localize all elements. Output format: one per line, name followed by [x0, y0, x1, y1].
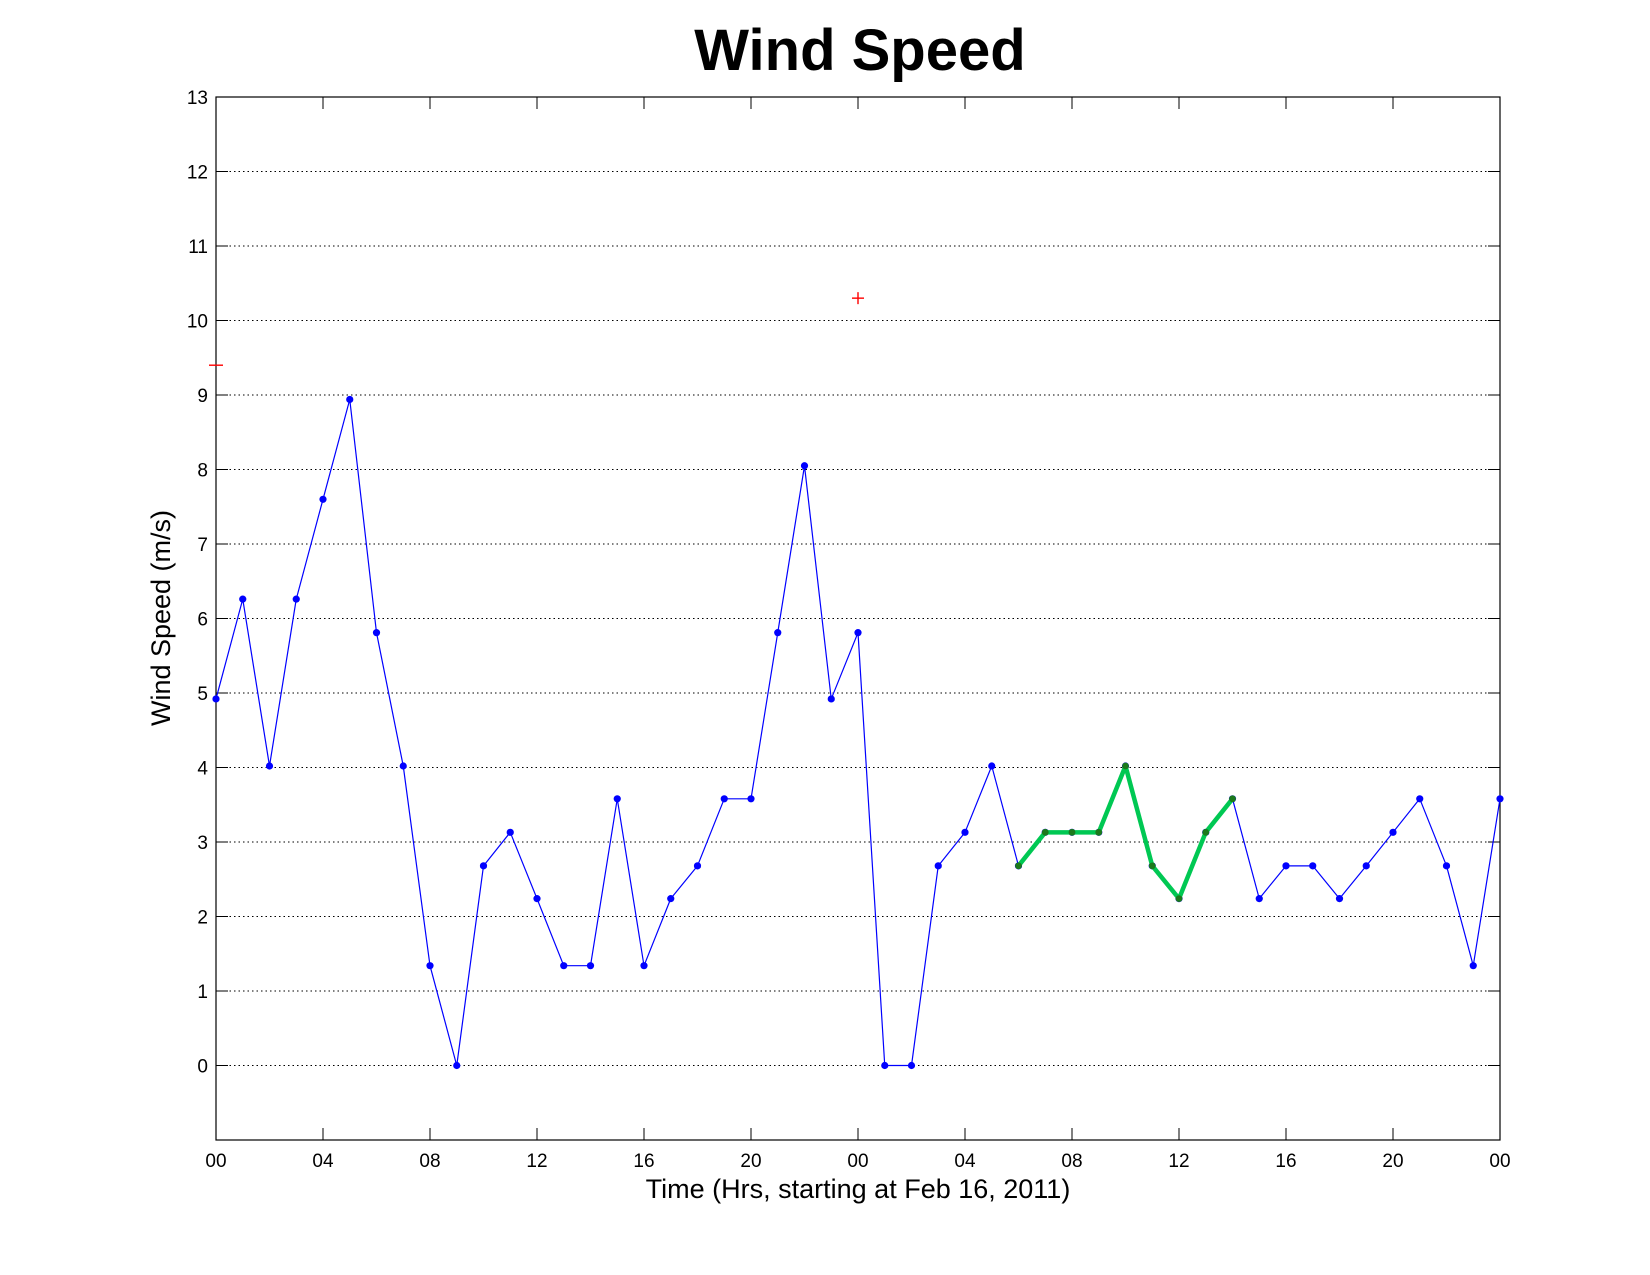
series-1-point [239, 595, 247, 603]
x-tick-label: 04 [312, 1151, 334, 1172]
series-2-point [1122, 762, 1129, 770]
y-tick-label: 12 [187, 163, 208, 184]
x-tick-label: 00 [847, 1151, 868, 1172]
series-2-point [1148, 862, 1156, 870]
series-1-point [907, 1061, 916, 1070]
series-layer [212, 395, 1504, 1070]
series-2-point [1041, 828, 1049, 836]
series-2-point [1068, 828, 1076, 836]
series-1-point [560, 962, 568, 970]
x-axis-label: Time (Hrs, starting at Feb 16, 2011) [646, 1174, 1071, 1204]
plot-frame [215, 96, 1501, 1141]
plot-area [216, 97, 1500, 1140]
series-2-point [1175, 895, 1183, 903]
series-1-point [212, 695, 220, 703]
series-1-point [319, 495, 327, 503]
series-1-point [479, 862, 488, 870]
y-tick-label: 9 [197, 386, 208, 407]
y-tick-label: 13 [187, 88, 208, 109]
series-1-point [827, 695, 835, 703]
series-1-point [1469, 962, 1477, 970]
series-1-point [1389, 828, 1397, 836]
series-1-point [346, 395, 354, 404]
y-tick-label: 10 [187, 312, 208, 333]
series-1-point [961, 828, 969, 836]
series-1-point [1442, 862, 1451, 870]
series-1-point [720, 795, 728, 803]
series-1-point [1416, 795, 1424, 803]
y-tick-label: 1 [197, 982, 208, 1003]
y-tick-label: 5 [197, 684, 208, 705]
series-2-point [1015, 862, 1022, 870]
series-1-point [881, 1061, 889, 1070]
x-tick-label: 00 [1489, 1151, 1510, 1172]
series-1-point [426, 962, 434, 970]
y-tick-label: 6 [197, 610, 208, 631]
series-1-point [533, 895, 541, 903]
series-1-point [774, 629, 782, 637]
series-1-point [667, 895, 675, 903]
x-tick-label: 08 [1061, 1151, 1082, 1172]
series-1-point [453, 1061, 461, 1070]
x-tick-label: 04 [954, 1151, 976, 1172]
y-tick-label: 4 [197, 759, 208, 780]
x-tick-label: 12 [526, 1151, 547, 1172]
y-axis-label: Wind Speed (m/s) [146, 510, 176, 726]
series-1-point [747, 795, 755, 803]
series-1-point [1255, 895, 1263, 903]
series-1-point [640, 962, 648, 970]
x-tick-label: 16 [1275, 1151, 1296, 1172]
series-2-point [1202, 828, 1210, 836]
series-1-point [372, 629, 381, 637]
series-1-point [1496, 795, 1504, 803]
y-tick-label: 11 [188, 237, 208, 258]
x-tick-label: 20 [1382, 1151, 1403, 1172]
y-tick-label: 2 [197, 908, 208, 929]
series-1-point [693, 862, 702, 870]
series-1-point [399, 762, 407, 770]
x-tick-label: 00 [205, 1151, 226, 1172]
series-1-point [988, 762, 996, 770]
annotation-layer [209, 292, 864, 366]
series-1-point [854, 629, 862, 637]
series-1-point [1362, 862, 1370, 870]
series-1-point [613, 795, 621, 803]
series-1-point [1335, 895, 1344, 903]
y-tick-label: 7 [197, 535, 208, 556]
series-1-point [934, 862, 942, 870]
y-tick-label: 8 [197, 461, 208, 482]
series-1-point [1309, 862, 1317, 870]
series-1-point [800, 462, 809, 470]
x-tick-labels: 00 04 08 12 16 20 00 04 08 12 16 20 00 [205, 1151, 1510, 1172]
series-1-point [292, 595, 300, 603]
series-2-point [1095, 828, 1103, 836]
axis-ticks [215, 96, 1501, 1140]
series-1-point [265, 762, 274, 770]
series-1-point [586, 962, 595, 970]
y-tick-label: 3 [197, 833, 208, 854]
x-tick-label: 12 [1168, 1151, 1189, 1172]
y-tick-label: 0 [197, 1057, 208, 1078]
series-1-point [506, 828, 514, 836]
series-2-point [1229, 795, 1236, 803]
series-1-point [1282, 862, 1290, 870]
x-tick-label: 08 [419, 1151, 440, 1172]
x-tick-label: 20 [740, 1151, 761, 1172]
chart-title: Wind Speed [694, 18, 1025, 83]
x-tick-label: 16 [633, 1151, 654, 1172]
red-plus-marker [852, 292, 864, 305]
